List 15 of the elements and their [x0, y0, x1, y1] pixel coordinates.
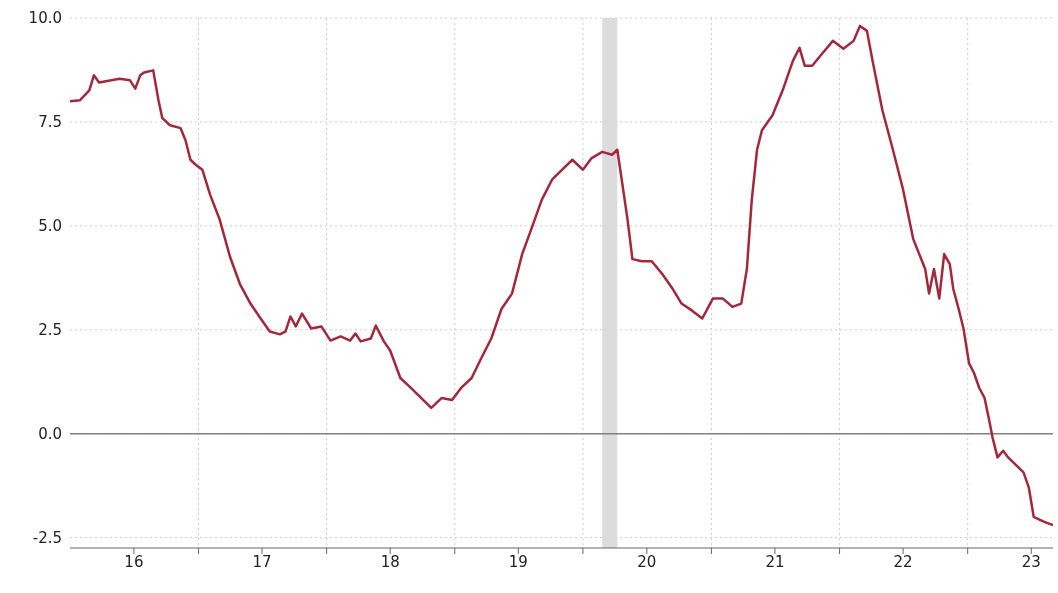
- y-tick-label: 0.0: [38, 425, 62, 444]
- x-tick-label: 20: [637, 552, 657, 571]
- x-tick-label: 23: [1021, 552, 1041, 571]
- x-tick-label: 16: [124, 552, 144, 571]
- y-tick-label: 10.0: [28, 9, 62, 28]
- x-tick-label: 19: [508, 552, 528, 571]
- x-tick-label: 17: [252, 552, 272, 571]
- y-tick-label: -2.5: [32, 528, 62, 547]
- line-series: [70, 24, 1053, 527]
- x-tick-label: 21: [765, 552, 785, 571]
- y-tick-label: 2.5: [38, 321, 62, 340]
- y-tick-label: 5.0: [38, 217, 62, 236]
- y-tick-label: 7.5: [38, 113, 62, 132]
- x-tick-label: 18: [380, 552, 400, 571]
- x-tick-label: 22: [893, 552, 913, 571]
